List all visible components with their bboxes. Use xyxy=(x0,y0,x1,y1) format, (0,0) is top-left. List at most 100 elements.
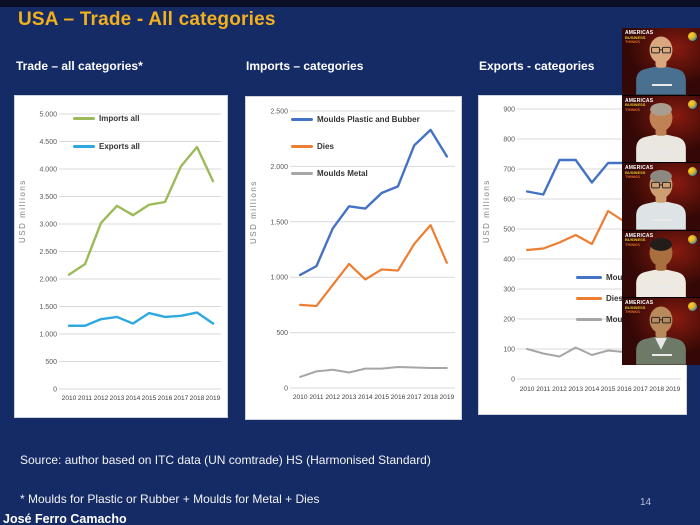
legend-swatch xyxy=(291,171,313,175)
glasses xyxy=(651,182,671,189)
x-tick-label: 2013 xyxy=(110,395,125,402)
legend-swatch xyxy=(576,317,602,321)
y-tick-label: 2.000 xyxy=(39,277,57,284)
video-thumbnail-participant-1[interactable]: AMERICAS BUSINESS THINKS xyxy=(622,28,700,96)
y-tick-label: 0 xyxy=(511,377,515,384)
hair xyxy=(650,102,672,116)
x-tick-label: 2018 xyxy=(423,394,438,401)
footnote: * Moulds for Plastic or Rubber + Moulds … xyxy=(20,492,320,506)
y-tick-label: 2.000 xyxy=(270,164,288,171)
x-tick-label: 2016 xyxy=(158,395,173,402)
person-silhouette xyxy=(636,237,686,298)
y-tick-label: 1.000 xyxy=(270,275,288,282)
y-tick-label: 4.500 xyxy=(39,139,57,146)
x-tick-label: 2011 xyxy=(78,395,93,402)
legend-swatch xyxy=(73,116,95,120)
person-silhouette xyxy=(636,102,686,163)
video-thumbnail-participant-5[interactable]: AMERICAS BUSINESS THINKS xyxy=(622,298,700,365)
hair xyxy=(650,237,672,251)
chart-svg: 0 500 1.000 1.500 2.000 2.500 3.000 3.500 4.000 4… xyxy=(39,112,221,402)
torso xyxy=(636,269,686,298)
person-silhouette xyxy=(636,170,686,230)
x-tick-label: 2016 xyxy=(617,386,632,393)
section-title-exports: Exports - categories xyxy=(479,59,595,73)
broadcast-watermark: AMERICAS BUSINESS THINKS xyxy=(625,232,654,247)
legend-label: Dies xyxy=(317,141,334,151)
legend-label: Moulds Plastic and Bubber xyxy=(317,114,420,124)
series-line-imports-all xyxy=(67,145,215,276)
x-tick-label: 2017 xyxy=(174,395,189,402)
legend-swatch xyxy=(576,296,602,300)
y-tick-label: 400 xyxy=(503,257,515,264)
y-tick-label: 200 xyxy=(503,317,515,324)
chart-svg: 0 500 1.000 1.500 2.000 2.500 2010 2011 2012 2013… xyxy=(270,109,455,401)
broadcast-watermark: AMERICAS BUSINESS THINKS xyxy=(625,300,654,315)
y-tick-label: 800 xyxy=(503,137,515,144)
chart-legend: Imports all Exports all xyxy=(73,114,140,151)
top-letterbox-bar xyxy=(0,0,700,7)
x-tick-label: 2018 xyxy=(190,395,205,402)
x-tick-label: 2010 xyxy=(520,386,535,393)
channel-logo-icon xyxy=(688,32,697,41)
y-tick-label: 700 xyxy=(503,167,515,174)
x-tick-label: 2016 xyxy=(391,394,406,401)
legend-swatch xyxy=(73,144,95,148)
chart-panel-imports-categories: USD millions 0 500 1.000 1.500 2.000 2.500 201… xyxy=(245,96,462,420)
x-tick-label: 2014 xyxy=(585,386,600,393)
torso xyxy=(636,201,686,230)
broadcast-watermark: AMERICAS BUSINESS THINKS xyxy=(625,30,654,44)
person-silhouette xyxy=(636,36,686,95)
y-tick-label: 5.000 xyxy=(39,112,57,119)
shirt-collar xyxy=(655,338,667,351)
person-silhouette xyxy=(636,306,686,365)
video-thumbnail-participant-4[interactable]: AMERICAS BUSINESS THINKS xyxy=(622,230,700,299)
x-tick-label: 2018 xyxy=(649,386,664,393)
y-tick-label: 0 xyxy=(53,387,57,394)
x-tick-label: 2017 xyxy=(407,394,422,401)
video-participants-strip: AMERICAS BUSINESS THINKS AMERICAS BUSINESS T… xyxy=(622,28,700,365)
chart-legend: Moulds Plastic and Bubber Dies Moulds Meta… xyxy=(291,115,420,178)
name-banner-dash xyxy=(651,286,672,289)
y-tick-label: 600 xyxy=(503,197,515,204)
x-tick-label: 2019 xyxy=(206,395,221,402)
channel-logo-icon xyxy=(688,99,697,109)
x-tick-label: 2019 xyxy=(440,394,455,401)
series-line-moulds-metal xyxy=(299,365,448,378)
channel-logo-icon xyxy=(688,234,697,244)
x-tick-label: 2015 xyxy=(601,386,616,393)
channel-logo-icon xyxy=(688,302,697,312)
glasses xyxy=(651,317,671,324)
author-name: José Ferro Camacho xyxy=(3,511,127,525)
name-banner-dash xyxy=(651,218,672,221)
series-line-moulds-plastic-and-bubber xyxy=(298,128,449,277)
y-tick-label: 500 xyxy=(276,330,288,337)
x-tick-label: 2015 xyxy=(142,395,157,402)
torso xyxy=(636,134,686,163)
page-number: 14 xyxy=(640,497,652,508)
glasses xyxy=(651,46,671,54)
y-tick-label: 2.500 xyxy=(39,249,57,256)
y-tick-label: 1.500 xyxy=(39,304,57,311)
x-tick-label: 2012 xyxy=(94,395,109,402)
name-banner-dash xyxy=(651,83,672,86)
y-tick-label: 500 xyxy=(503,227,515,234)
video-thumbnail-participant-2[interactable]: AMERICAS BUSINESS THINKS xyxy=(622,95,700,164)
x-tick-label: 2011 xyxy=(536,386,551,393)
section-title-trade: Trade – all categories* xyxy=(16,59,143,73)
y-tick-label: 0 xyxy=(284,386,288,393)
video-thumbnail-participant-3[interactable]: AMERICAS BUSINESS THINKS xyxy=(622,163,700,231)
legend-swatch xyxy=(291,117,313,121)
legend-swatch xyxy=(291,144,313,148)
legend-label: Exports all xyxy=(99,141,140,151)
x-tick-label: 2013 xyxy=(342,394,357,401)
series-line-exports-all xyxy=(67,311,215,327)
legend-swatch xyxy=(576,275,602,279)
y-tick-label: 1.000 xyxy=(39,332,57,339)
name-banner-dash xyxy=(651,353,672,356)
legend-label: Moulds Metal xyxy=(317,168,368,178)
x-tick-label: 2017 xyxy=(633,386,648,393)
y-tick-label: 300 xyxy=(503,287,515,294)
legend-label: Imports all xyxy=(99,113,140,123)
name-banner-dash xyxy=(651,151,672,154)
